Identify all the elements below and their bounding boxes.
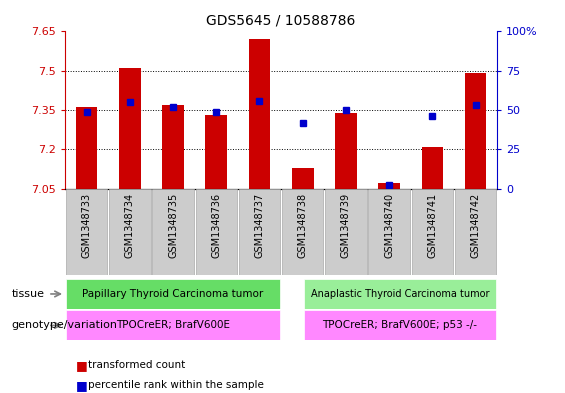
Bar: [249, 39, 270, 189]
Bar: [292, 168, 314, 189]
Text: GSM1348742: GSM1348742: [471, 193, 481, 258]
Text: Anaplastic Thyroid Carcinoma tumor: Anaplastic Thyroid Carcinoma tumor: [311, 289, 489, 299]
Title: GDS5645 / 10588786: GDS5645 / 10588786: [206, 13, 356, 28]
FancyBboxPatch shape: [239, 189, 280, 275]
Bar: [76, 107, 97, 189]
Text: transformed count: transformed count: [88, 360, 185, 371]
FancyBboxPatch shape: [66, 189, 107, 275]
Text: GSM1348735: GSM1348735: [168, 193, 178, 258]
FancyBboxPatch shape: [195, 189, 237, 275]
Text: tissue: tissue: [11, 289, 44, 299]
FancyBboxPatch shape: [412, 189, 453, 275]
FancyBboxPatch shape: [282, 189, 323, 275]
Bar: [119, 68, 141, 189]
FancyBboxPatch shape: [303, 279, 496, 309]
FancyBboxPatch shape: [325, 189, 367, 275]
Text: GSM1348741: GSM1348741: [427, 193, 437, 258]
Text: TPOCreER; BrafV600E: TPOCreER; BrafV600E: [116, 320, 230, 330]
FancyBboxPatch shape: [109, 189, 150, 275]
Text: genotype/variation: genotype/variation: [11, 320, 118, 331]
Text: TPOCreER; BrafV600E; p53 -/-: TPOCreER; BrafV600E; p53 -/-: [323, 320, 477, 330]
Bar: [465, 73, 486, 189]
Bar: [206, 115, 227, 189]
Text: percentile rank within the sample: percentile rank within the sample: [88, 380, 263, 390]
Text: GSM1348738: GSM1348738: [298, 193, 308, 258]
Bar: [421, 147, 443, 189]
Text: GSM1348733: GSM1348733: [81, 193, 92, 258]
FancyBboxPatch shape: [153, 189, 194, 275]
FancyBboxPatch shape: [368, 189, 410, 275]
Bar: [335, 113, 357, 189]
Text: GSM1348739: GSM1348739: [341, 193, 351, 258]
Text: ■: ■: [76, 378, 88, 392]
Text: Papillary Thyroid Carcinoma tumor: Papillary Thyroid Carcinoma tumor: [82, 289, 264, 299]
Bar: [162, 105, 184, 189]
Text: GSM1348737: GSM1348737: [254, 193, 264, 258]
FancyBboxPatch shape: [455, 189, 496, 275]
Text: GSM1348736: GSM1348736: [211, 193, 221, 258]
Text: ■: ■: [76, 359, 88, 372]
Bar: [379, 184, 400, 189]
FancyBboxPatch shape: [66, 310, 280, 340]
Text: GSM1348734: GSM1348734: [125, 193, 135, 258]
Text: GSM1348740: GSM1348740: [384, 193, 394, 258]
FancyBboxPatch shape: [303, 310, 496, 340]
FancyBboxPatch shape: [66, 279, 280, 309]
